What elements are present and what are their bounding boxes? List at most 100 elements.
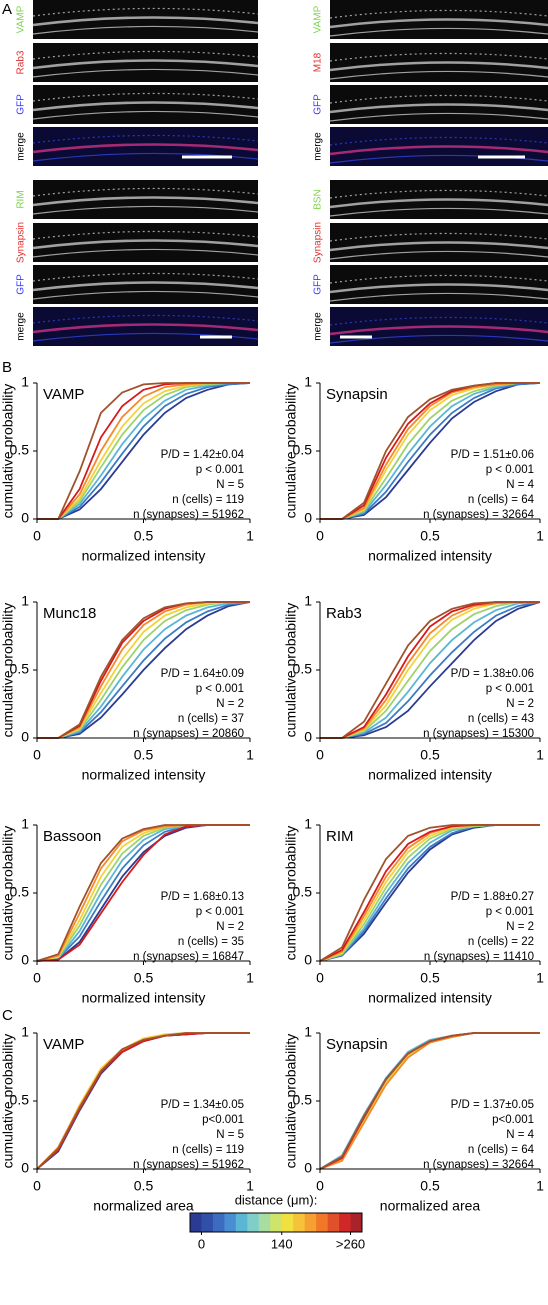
channel-label: BSN xyxy=(313,189,324,210)
x-tick-label: 0 xyxy=(316,970,324,986)
channel-label: M18 xyxy=(313,52,324,72)
neurite xyxy=(329,334,548,344)
y-tick-label: 0.5 xyxy=(293,442,313,458)
x-tick-label: 1 xyxy=(536,747,544,763)
neurite xyxy=(32,59,259,70)
y-axis-label: cumulative probability xyxy=(283,1034,299,1169)
x-tick-label: 0.5 xyxy=(134,528,154,544)
y-tick-label: 1 xyxy=(21,593,29,609)
colorbar-swatch xyxy=(304,1213,317,1232)
y-tick-label: 0.5 xyxy=(10,884,30,900)
chart-title: VAMP xyxy=(43,386,84,403)
neurite xyxy=(32,248,259,258)
neurite xyxy=(329,27,548,37)
annotation: n (synapses) = 32664 xyxy=(423,1159,535,1171)
y-tick-label: 1 xyxy=(21,374,29,390)
colorbar-frame xyxy=(189,1212,363,1233)
x-axis-label: normalized intensity xyxy=(368,990,492,1006)
annotation: n (synapses) = 11410 xyxy=(424,951,534,963)
colorbar-tick-label: >260 xyxy=(336,1236,365,1251)
cdf-line xyxy=(320,601,541,739)
neurite xyxy=(329,274,548,284)
annotation: p<0.001 xyxy=(202,1114,244,1126)
x-axis-label: normalized area xyxy=(380,1198,481,1214)
annotation: n (synapses) = 15300 xyxy=(423,728,534,740)
neurite xyxy=(32,25,259,35)
cdf-line xyxy=(320,382,540,520)
annotation: N = 4 xyxy=(506,479,534,491)
colorbar-swatch xyxy=(235,1213,248,1232)
x-tick-label: 0 xyxy=(33,1178,41,1194)
y-axis-label: cumulative probability xyxy=(283,826,299,961)
x-tick-label: 1 xyxy=(536,1178,544,1194)
colorbar-swatch xyxy=(258,1213,271,1232)
channel-label: merge xyxy=(16,312,27,341)
annotation: p < 0.001 xyxy=(486,906,534,918)
neurite xyxy=(329,61,548,72)
cdf-line xyxy=(37,382,250,520)
x-axis-label: normalized intensity xyxy=(82,767,206,783)
neurite xyxy=(329,9,548,19)
x-tick-label: 0 xyxy=(33,747,41,763)
x-axis-label: normalized intensity xyxy=(368,767,492,783)
neurite xyxy=(32,68,259,78)
y-tick-label: 0 xyxy=(21,1160,29,1176)
colorbar-swatch xyxy=(316,1213,328,1232)
chart-title: Bassoon xyxy=(43,828,101,845)
cdf-line xyxy=(36,824,250,962)
neurite xyxy=(329,70,548,80)
channel-label: GFP xyxy=(16,274,27,295)
annotation: n (synapses) = 51962 xyxy=(133,1159,244,1171)
channel-label: GFP xyxy=(313,94,324,115)
cdf-line xyxy=(37,382,251,520)
x-axis-label: normalized intensity xyxy=(82,990,206,1006)
annotation: n (cells) = 64 xyxy=(468,1144,535,1156)
x-tick-label: 0.5 xyxy=(420,1178,440,1194)
neurite xyxy=(329,136,548,146)
colorbar-tick-label: 140 xyxy=(271,1236,293,1251)
x-tick-label: 1 xyxy=(536,528,544,544)
neurite xyxy=(329,189,548,199)
channel-label: merge xyxy=(313,312,324,341)
annotation: n (cells) = 64 xyxy=(468,494,535,506)
annotation: n (cells) = 35 xyxy=(178,936,244,948)
colorbar-swatch xyxy=(270,1213,283,1232)
neurite xyxy=(329,292,548,302)
x-tick-label: 1 xyxy=(246,528,254,544)
annotation: p < 0.001 xyxy=(486,464,534,476)
annotation: n (cells) = 119 xyxy=(172,1144,244,1156)
y-axis-label: cumulative probability xyxy=(0,826,16,961)
annotation: P/D = 1.51±0.06 xyxy=(451,449,534,461)
neurite xyxy=(32,205,259,215)
channel-label: GFP xyxy=(313,274,324,295)
cdf-line xyxy=(319,1032,540,1170)
x-tick-label: 0 xyxy=(316,747,324,763)
chart-title: Synapsin xyxy=(326,386,388,403)
colorbar-swatch xyxy=(212,1213,225,1232)
x-tick-label: 0 xyxy=(33,528,41,544)
y-tick-label: 1 xyxy=(304,374,312,390)
annotation: n (cells) = 22 xyxy=(468,936,534,948)
y-tick-label: 1 xyxy=(304,816,312,832)
y-tick-label: 0 xyxy=(304,1160,312,1176)
annotation: N = 2 xyxy=(216,921,244,933)
y-tick-label: 0 xyxy=(21,729,29,745)
neurite xyxy=(329,52,548,62)
annotation: p<0.001 xyxy=(492,1114,534,1126)
annotation: p < 0.001 xyxy=(196,464,244,476)
annotation: N = 2 xyxy=(506,698,534,710)
channel-label: GFP xyxy=(16,94,27,115)
y-tick-label: 0.5 xyxy=(293,1092,313,1108)
y-tick-label: 0 xyxy=(304,952,312,968)
colorbar-swatch xyxy=(281,1213,294,1232)
chart-title: Munc18 xyxy=(43,605,96,622)
panel-label: B xyxy=(2,359,12,376)
colorbar-swatch xyxy=(190,1213,202,1232)
neurite xyxy=(32,323,259,334)
y-tick-label: 0 xyxy=(304,510,312,526)
x-tick-label: 1 xyxy=(246,970,254,986)
neurite xyxy=(329,145,548,156)
neurite xyxy=(329,103,548,114)
annotation: P/D = 1.38±0.06 xyxy=(451,668,534,680)
neurite xyxy=(32,110,259,120)
